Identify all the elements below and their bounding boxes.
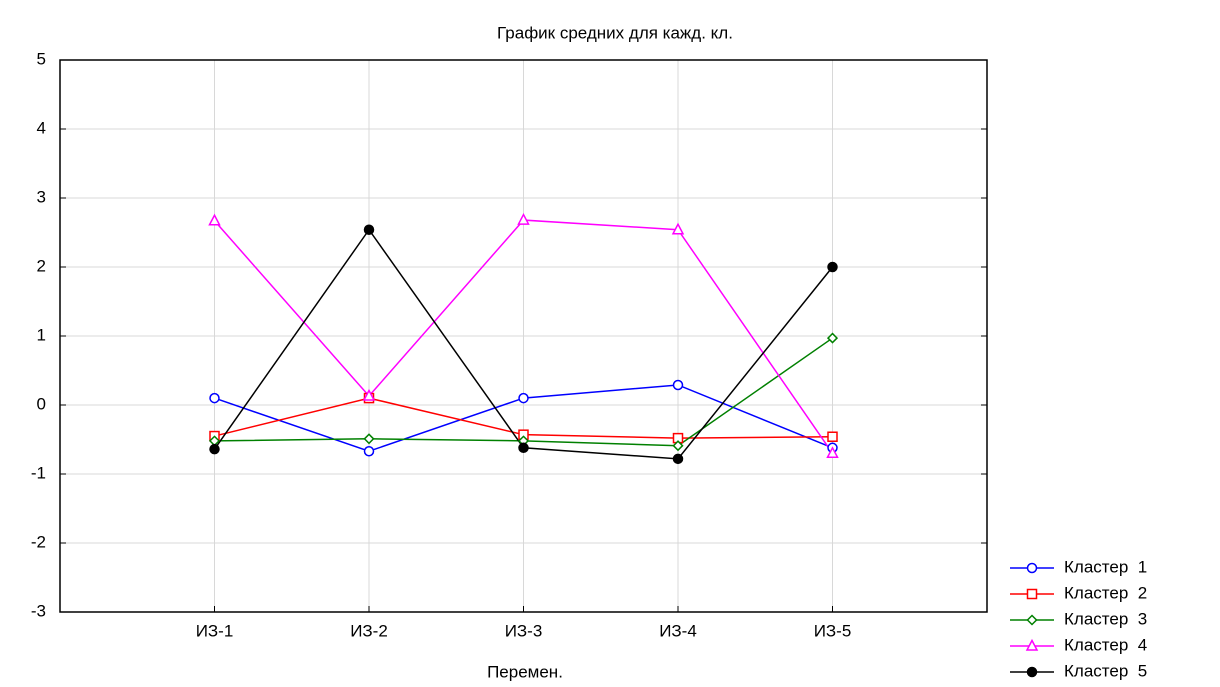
legend-item: Кластер 3 <box>1010 609 1147 628</box>
y-tick-label: -2 <box>31 532 46 551</box>
marker <box>826 446 839 459</box>
legend-item: Кластер 2 <box>1010 583 1147 602</box>
y-tick-label: 5 <box>37 49 46 68</box>
x-tick-label: ИЗ-5 <box>814 621 852 640</box>
plot-frame <box>59 59 988 613</box>
legend-item: Кластер 4 <box>1010 635 1147 654</box>
marker <box>209 443 220 455</box>
y-tick-label: 3 <box>37 187 46 206</box>
legend-label: Кластер 2 <box>1064 583 1147 602</box>
legend-label: Кластер 3 <box>1064 609 1147 628</box>
marker <box>672 453 684 465</box>
marker <box>363 433 375 445</box>
marker <box>517 212 530 225</box>
marker <box>1026 666 1038 678</box>
y-tick-label: -3 <box>31 601 46 620</box>
x-axis-label: Перемен. <box>487 662 563 681</box>
y-tick-label: 4 <box>37 118 46 137</box>
marker <box>671 222 685 235</box>
marker <box>827 261 838 273</box>
marker <box>826 332 839 344</box>
x-tick-label: ИЗ-2 <box>350 621 388 640</box>
x-tick-label: ИЗ-3 <box>505 621 543 640</box>
legend-item: Кластер 1 <box>1010 557 1147 576</box>
marker <box>1026 562 1038 574</box>
x-tick-label: ИЗ-4 <box>659 621 697 640</box>
marker <box>363 445 375 457</box>
marker <box>209 392 220 404</box>
marker <box>1026 614 1038 626</box>
y-tick-label: -1 <box>31 463 46 482</box>
legend-label: Кластер 1 <box>1064 557 1147 576</box>
marker <box>363 224 375 235</box>
chart-title: График средних для кажд. кл. <box>497 23 733 42</box>
marker <box>672 440 684 452</box>
y-tick-label: 0 <box>37 394 46 413</box>
marker <box>672 379 684 391</box>
legend-label: Кластер 5 <box>1064 661 1147 680</box>
y-tick-label: 1 <box>37 325 46 344</box>
marker <box>1025 638 1039 651</box>
marker <box>1026 588 1038 600</box>
y-tick-label: 2 <box>37 256 46 275</box>
x-tick-label: ИЗ-1 <box>196 621 234 640</box>
marker <box>362 388 376 401</box>
marker <box>518 392 529 404</box>
marker <box>827 431 838 442</box>
marker <box>518 442 529 454</box>
legend-label: Кластер 4 <box>1064 635 1147 654</box>
marker <box>208 213 221 226</box>
legend-item: Кластер 5 <box>1010 661 1147 680</box>
